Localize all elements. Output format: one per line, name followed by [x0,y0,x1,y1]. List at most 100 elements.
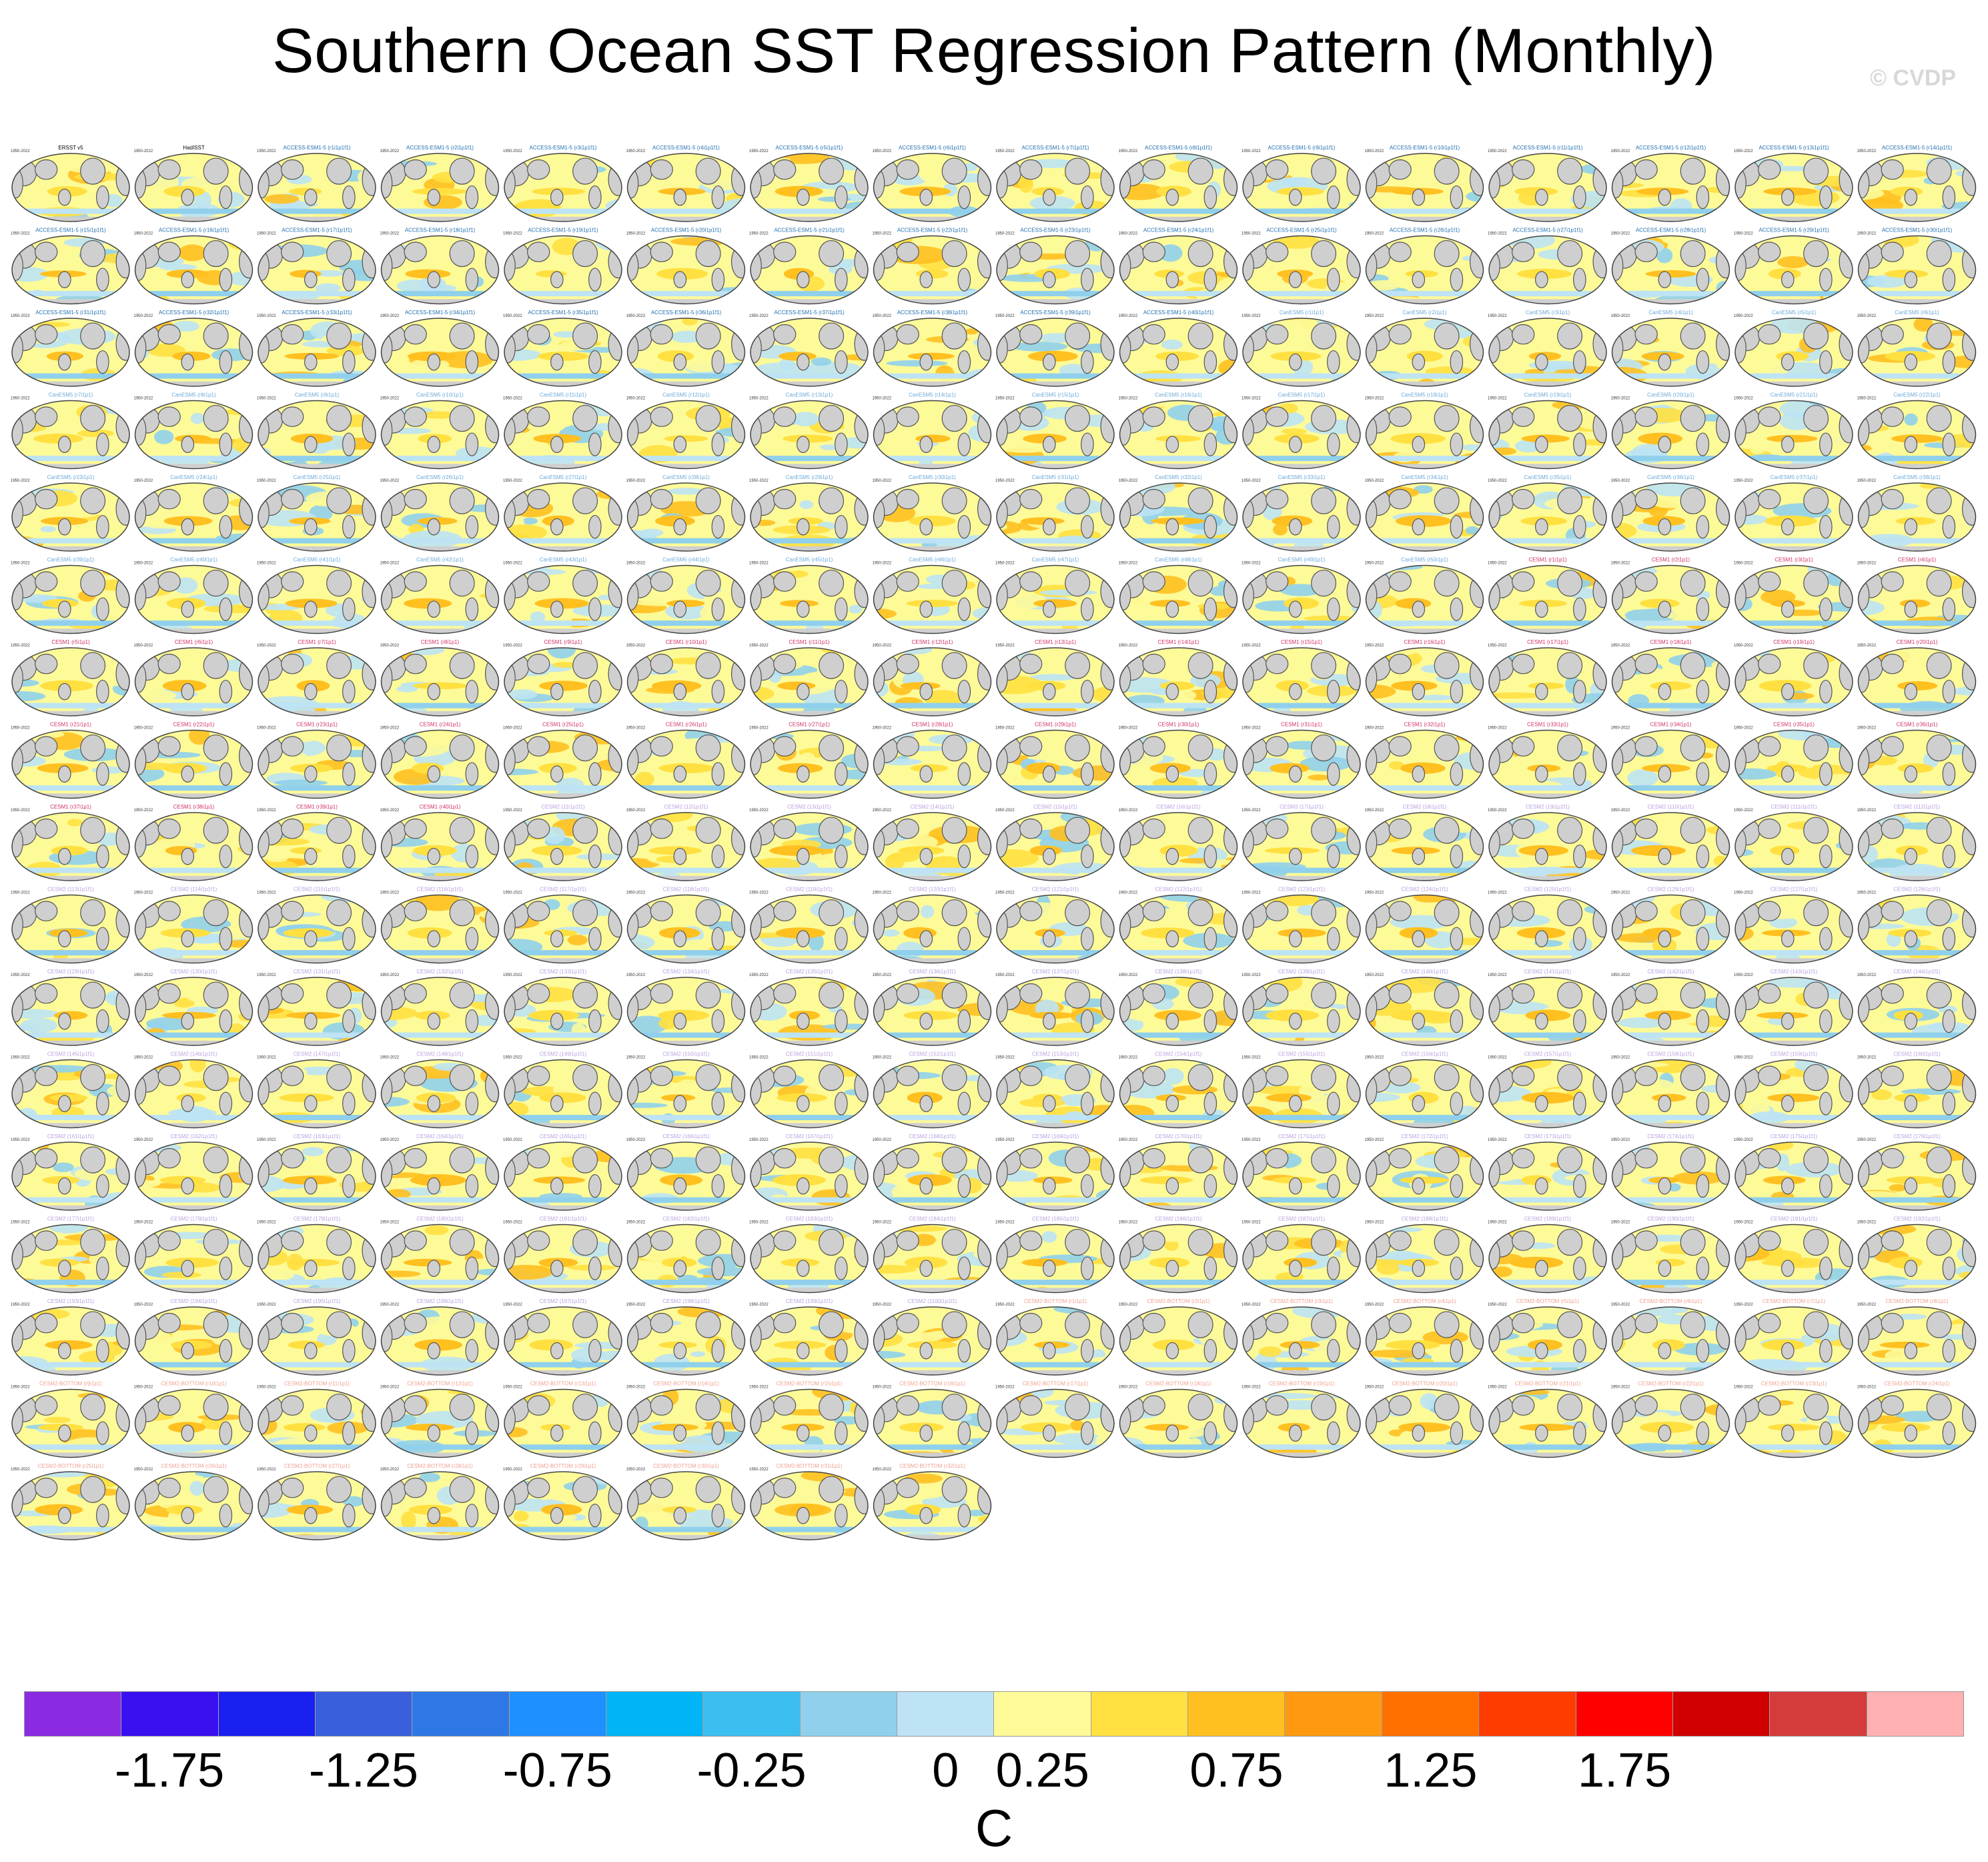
panel-title: ACCESS-ESM1-5 (r26i1p1f1) [1390,227,1460,234]
panel-title: CESM2 (151i1p1f1) [786,1051,833,1057]
map-panel: 1950-2022 ACCESS-ESM1-5 (r39i1p1f1) [995,310,1115,387]
panel-title: ACCESS-ESM1-5 (r15i1p1f1) [35,227,106,234]
map-panel: 1950-2022 CESM2-BOTTOM (r29i1p1) [503,1463,622,1540]
colorbar-box [703,1692,801,1736]
panel-period-label: 1950-2022 [380,1303,400,1307]
panel-period-label: 1950-2022 [11,809,30,813]
map-panel: 1950-2022 CanESM5 (r2i1p1) [1365,310,1484,387]
panel-period-label: 1950-2022 [257,973,276,977]
map-panel: 1950-2022 CESM2 (195i1p1f1) [257,1298,376,1376]
panel-title: CanESM5 (r17i1p1) [1278,392,1326,398]
panel-title: CESM2 (147i1p1f1) [294,1051,341,1057]
map-panel: 1950-2022 CESM2 (15i1p1f1) [995,804,1115,881]
panel-title: CESM1 (r5i1p1) [51,639,90,645]
map-panel: 1950-2022 CESM1 (r9i1p1) [503,639,622,717]
map-panel: 1950-2022 CESM2-BOTTOM (r7i1p1) [1734,1298,1853,1376]
panel-period-label: 1950-2022 [1365,479,1384,483]
panel-period-label: 1950-2022 [626,314,646,318]
panel-title: CESM1 (r13i1p1) [1035,639,1076,645]
map-panel: 1950-2022 CESM2 (162i1p1f1) [134,1133,254,1211]
panel-title: CESM2-BOTTOM (r31i1p1) [777,1463,843,1469]
panel-period-label: 1950-2022 [1857,1386,1877,1390]
panel-title: CESM2 (199i1p1f1) [786,1298,833,1304]
panel-title: CESM2-BOTTOM (r17i1p1) [1023,1381,1089,1387]
panel-title: CESM2 (167i1p1f1) [786,1133,833,1139]
map-panel: 1950-2022 ACCESS-ESM1-5 (r6i1p1f1) [873,145,992,222]
map-panel: 1950-2022 CESM2 (171i1p1f1) [1241,1133,1361,1211]
panel-title: ACCESS-ESM1-5 (r4i1p1f1) [652,145,720,151]
panel-title: CESM1 (r25i1p1) [542,722,584,728]
panel-title: CESM2 (178i1p1f1) [170,1216,217,1222]
map-panel: 1950-2022 CanESM5 (r39i1p1) [11,557,130,634]
panel-title: CESM1 (r22i1p1) [173,722,215,728]
colorbar: -1.75 -1.25 -0.75 -0.25 0 0.25 0.75 1.25 1.75 C [24,1691,1964,1862]
panel-period-label: 1950-2022 [1241,973,1261,977]
panel-title: CESM2 (182i1p1f1) [662,1216,710,1222]
map-panel: 1950-2022 CESM1 (r11i1p1) [749,639,869,717]
panel-title: CESM2 (156i1p1f1) [1401,1051,1448,1057]
map-panel: 1950-2022 CESM1 (r18i1p1) [1611,639,1730,717]
panel-period-label: 1950-2022 [1488,644,1507,648]
panel-period-label: 1950-2022 [257,149,276,153]
panel-title: CanESM5 (r27i1p1) [540,474,587,480]
panel-title: CESM2 (139i1p1f1) [1278,969,1326,975]
panel-period-label: 1950-2022 [134,1386,153,1390]
panel-period-label: 1950-2022 [1734,397,1753,401]
map-panel: 1950-2022 ACCESS-ESM1-5 (r31i1p1f1) [11,310,130,387]
panel-title: CESM2 (15i1p1f1) [1033,804,1077,810]
panel-title: CESM2-BOTTOM (r22i1p1) [1638,1381,1704,1387]
panel-period-label: 1950-2022 [995,809,1015,813]
panel-title: CESM1 (r35i1p1) [1773,722,1815,728]
panel-title: CESM2 (142i1p1f1) [1647,969,1694,975]
panel-period-label: 1950-2022 [11,1386,30,1390]
map-panel: 1950-2022 CESM2-BOTTOM (r2i1p1) [1119,1298,1238,1376]
map-panel: 1950-2022 CanESM5 (r46i1p1) [873,557,992,634]
panel-period-label: 1950-2022 [1241,562,1261,566]
panel-title: CanESM5 (r13i1p1) [786,392,833,398]
colorbar-box [218,1692,316,1736]
map-panel: 1950-2022 CanESM5 (r48i1p1) [1119,557,1238,634]
panel-title: ACCESS-ESM1-5 (r1i1p1f1) [284,145,351,151]
panel-title: CESM1 (r40i1p1) [420,804,461,810]
panel-period-label: 1950-2022 [1611,397,1630,401]
panel-period-label: 1950-2022 [749,149,769,153]
panel-period-label: 1950-2022 [1488,1386,1507,1390]
map-panel: 1950-2022 CESM2 (168i1p1f1) [873,1133,992,1211]
panel-title: CESM1 (r16i1p1) [1404,639,1446,645]
panel-title: CESM2-BOTTOM (r2i1p1) [1147,1298,1209,1304]
panel-period-label: 1950-2022 [1119,479,1138,483]
map-panel: 1950-2022 CESM1 (r6i1p1) [134,639,254,717]
panel-title: CESM2 (150i1p1f1) [662,1051,710,1057]
panel-title: ACCESS-ESM1-5 (r14i1p1f1) [1882,145,1953,151]
panel-period-label: 1950-2022 [1365,809,1384,813]
panel-title: CanESM5 (r36i1p1) [1647,474,1694,480]
panel-period-label: 1950-2022 [1734,232,1753,236]
map-panel: 1950-2022 CESM2 (16i1p1f1) [1119,804,1238,881]
panel-period-label: 1950-2022 [873,397,892,401]
panel-period-label: 1950-2022 [749,1056,769,1060]
panel-period-label: 1950-2022 [1365,562,1384,566]
map-panel: 1950-2022 CanESM5 (r24i1p1) [134,474,254,552]
panel-title: CanESM5 (r14i1p1) [909,392,956,398]
panel-period-label: 1950-2022 [873,1221,892,1225]
map-panel: 1950-2022 CESM2 (143i1p1f1) [1734,969,1853,1046]
panel-title: CanESM5 (r26i1p1) [416,474,464,480]
map-panel: 1950-2022 CESM2 (124i1p1f1) [1365,887,1484,964]
panel-period-label: 1950-2022 [1365,644,1384,648]
map-panel: 1950-2022 CESM2-BOTTOM (r22i1p1) [1611,1381,1730,1458]
panel-period-label: 1950-2022 [380,1221,400,1225]
panel-period-label: 1950-2022 [626,1138,646,1142]
panel-title: CanESM5 (r31i1p1) [1032,474,1079,480]
colorbar-box [994,1692,1091,1736]
map-panel: 1950-2022 CESM2 (167i1p1f1) [749,1133,869,1211]
map-panel: 1950-2022 CESM2 (197i1p1f1) [503,1298,622,1376]
panel-period-label: 1950-2022 [134,397,153,401]
map-panel: 1950-2022 ACCESS-ESM1-5 (r21i1p1f1) [749,227,869,305]
panel-title: CESM2 (183i1p1f1) [786,1216,833,1222]
panel-title: CESM1 (r14i1p1) [1158,639,1199,645]
map-panel: 1950-2022 CESM2-BOTTOM (r15i1p1) [749,1381,869,1458]
map-panel: 1950-2022 CanESM5 (r4i1p1) [1611,310,1730,387]
colorbar-box [1382,1692,1480,1736]
panel-title: CESM2 (110i1p1f1) [1648,804,1694,810]
